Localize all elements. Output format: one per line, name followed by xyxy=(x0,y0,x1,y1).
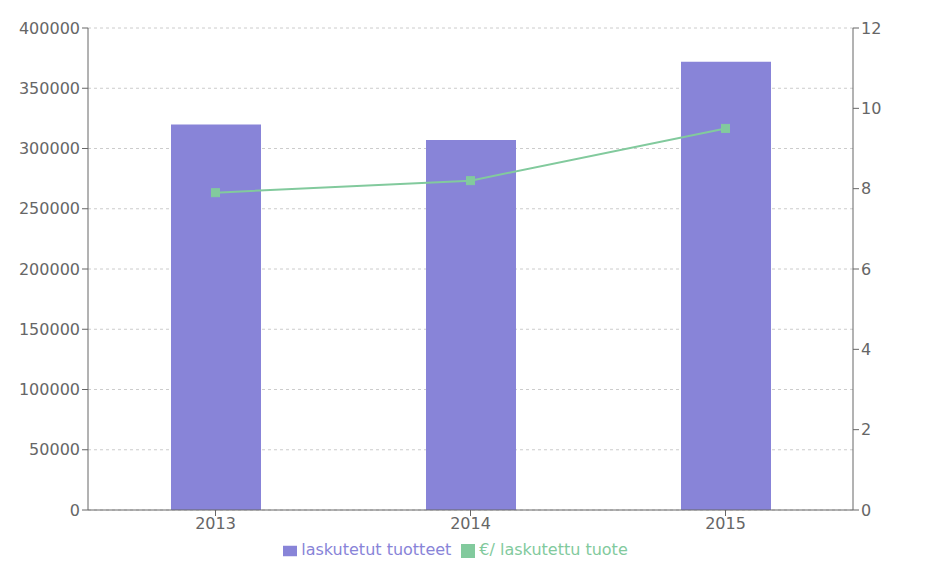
svg-text:8: 8 xyxy=(861,179,871,198)
svg-text:250000: 250000 xyxy=(19,199,80,218)
svg-text:12: 12 xyxy=(861,19,881,38)
svg-text:0: 0 xyxy=(861,501,871,520)
svg-text:10: 10 xyxy=(861,99,881,118)
svg-text:350000: 350000 xyxy=(19,79,80,98)
svg-text:400000: 400000 xyxy=(19,19,80,38)
svg-text:4: 4 xyxy=(861,340,871,359)
html-text:€/ laskutettu tuote: €/ laskutettu tuote xyxy=(479,540,628,559)
svg-text:100000: 100000 xyxy=(19,380,80,399)
html-text:laskutetut tuotteet: laskutetut tuotteet xyxy=(301,540,452,559)
svg-text:0: 0 xyxy=(70,501,80,520)
svg-text:300000: 300000 xyxy=(19,139,80,158)
svg-text:2: 2 xyxy=(861,420,871,439)
svg-text:50000: 50000 xyxy=(29,440,80,459)
svg-text:2015: 2015 xyxy=(705,514,746,533)
svg-text:2014: 2014 xyxy=(450,514,491,533)
svg-text:200000: 200000 xyxy=(19,260,80,279)
svg-text:6: 6 xyxy=(861,260,871,279)
svg-text:2013: 2013 xyxy=(195,514,236,533)
svg-text:150000: 150000 xyxy=(19,320,80,339)
